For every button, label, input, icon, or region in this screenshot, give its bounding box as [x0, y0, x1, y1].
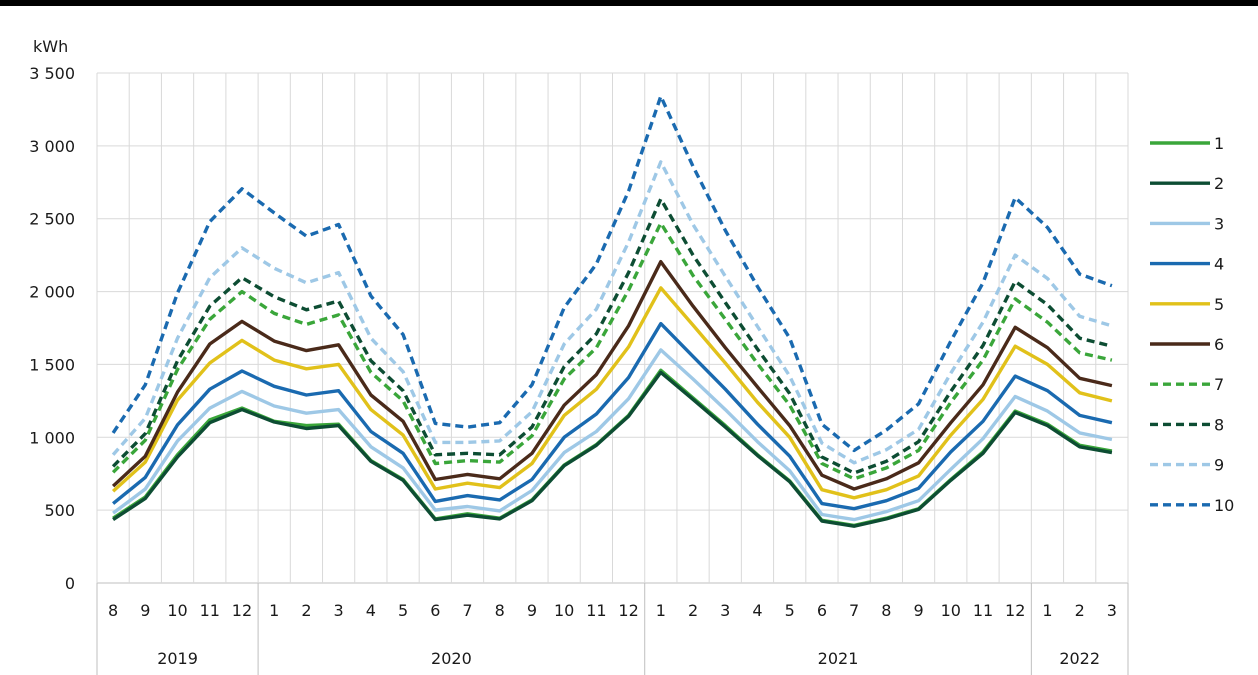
x-tick-label: 10: [167, 601, 187, 620]
x-tick-label: 1: [1042, 601, 1052, 620]
x-tick-label: 12: [1005, 601, 1025, 620]
x-tick-label: 3: [334, 601, 344, 620]
x-year-label: 2020: [431, 649, 472, 668]
x-tick-label: 11: [586, 601, 606, 620]
series-line-6: [111, 260, 1113, 491]
series-line-2: [112, 370, 1113, 528]
x-tick-label: 4: [752, 601, 762, 620]
x-tick-label: 1: [656, 601, 666, 620]
y-tick-label: 2 500: [29, 210, 75, 229]
legend-label-8: 8: [1214, 415, 1224, 434]
legend-label-1: 1: [1214, 134, 1224, 153]
legend-label-6: 6: [1214, 335, 1224, 354]
x-tick-label: 10: [941, 601, 961, 620]
y-tick-label: 1 000: [29, 428, 75, 447]
x-tick-label: 9: [140, 601, 150, 620]
x-tick-label: 5: [398, 601, 408, 620]
series-lines: [111, 94, 1113, 528]
y-tick-label: 3 000: [29, 137, 75, 156]
x-tick-label: 8: [881, 601, 891, 620]
y-tick-label: 2 000: [29, 283, 75, 302]
x-tick-label: 7: [462, 601, 472, 620]
series-line-8: [111, 197, 1113, 475]
x-tick-label: 5: [785, 601, 795, 620]
x-tick-label: 11: [200, 601, 220, 620]
x-tick-label: 3: [1107, 601, 1117, 620]
x-year-label: 2021: [818, 649, 859, 668]
x-tick-label: 3: [720, 601, 730, 620]
series-line-7: [111, 221, 1113, 481]
x-tick-label: 12: [618, 601, 638, 620]
x-tick-label: 8: [495, 601, 505, 620]
y-tick-label: 3 500: [29, 64, 75, 83]
legend-label-7: 7: [1214, 375, 1224, 394]
x-tick-label: 12: [232, 601, 252, 620]
x-axis: 8 9 10 11 12 1 2 3 4 5 6 7 8 9 10 11 12 1 2 3 4 5 6 7 8 9 10 11 12 1 2…: [96, 583, 1129, 675]
legend-label-10: 10: [1214, 496, 1234, 515]
legend-label-3: 3: [1214, 214, 1224, 233]
series-line-4: [112, 321, 1113, 511]
y-tick-label: 1 500: [29, 355, 75, 374]
x-year-label: 2022: [1059, 649, 1100, 668]
x-tick-label: 8: [108, 601, 118, 620]
series-line-9: [111, 160, 1113, 465]
legend-label-5: 5: [1214, 295, 1224, 314]
y-tick-label: 0: [65, 574, 75, 593]
x-year-label: 2019: [157, 649, 198, 668]
x-tick-label: 6: [430, 601, 440, 620]
x-tick-label: 7: [849, 601, 859, 620]
x-tick-label: 6: [817, 601, 827, 620]
x-tick-label: 9: [913, 601, 923, 620]
y-tick-labels: 0 500 1 000 1 500 2 000 2 500 3 000 3 500: [29, 64, 75, 593]
x-tick-label: 2: [688, 601, 698, 620]
series-line-3: [112, 348, 1113, 522]
series-line-10: [111, 94, 1113, 453]
x-tick-label: 9: [527, 601, 537, 620]
x-tick-label: 2: [301, 601, 311, 620]
top-rule: [0, 0, 1258, 6]
x-tick-label: 2: [1075, 601, 1085, 620]
y-tick-label: 500: [44, 501, 75, 520]
series-line-5: [111, 286, 1113, 500]
legend-label-9: 9: [1214, 456, 1224, 475]
y-axis-label: kWh: [33, 37, 68, 56]
legend-label-2: 2: [1214, 174, 1224, 193]
x-tick-label: 4: [366, 601, 376, 620]
x-tick-label: 1: [269, 601, 279, 620]
gridlines: [96, 72, 1129, 584]
x-tick-label: 10: [554, 601, 574, 620]
x-tick-label: 11: [973, 601, 993, 620]
legend: 1 2 3 4 5 6 7 8 9 10: [1150, 134, 1234, 515]
legend-label-4: 4: [1214, 255, 1224, 274]
